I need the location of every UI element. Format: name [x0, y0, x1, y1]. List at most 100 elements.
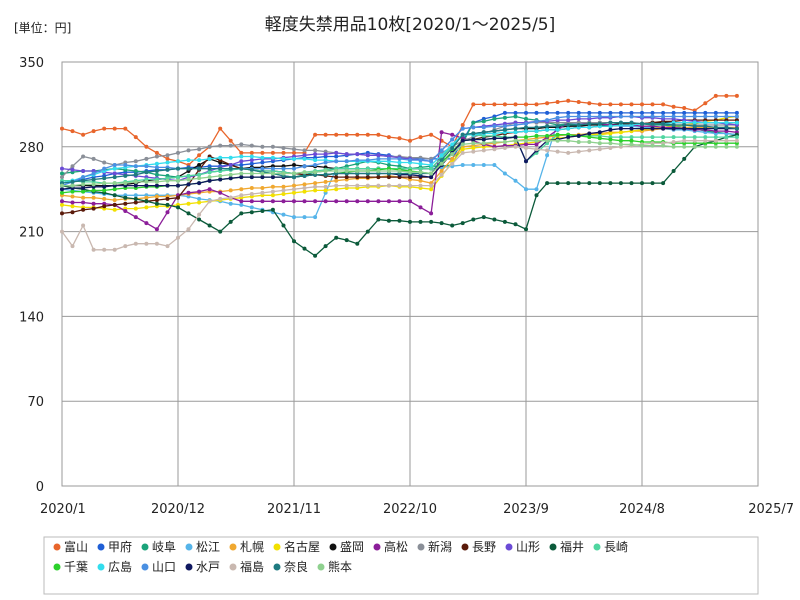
data-point: [692, 138, 697, 143]
data-point: [597, 181, 602, 186]
data-point: [524, 129, 528, 134]
legend-entry-label: 松江: [196, 540, 220, 554]
legend-marker: [185, 563, 193, 571]
data-point: [545, 148, 550, 153]
legend-marker: [97, 543, 105, 551]
data-point: [260, 199, 265, 204]
data-point: [418, 161, 423, 166]
data-point: [260, 150, 265, 155]
data-point: [144, 156, 149, 161]
legend-entry-label: 高松: [384, 539, 408, 554]
data-point: [334, 199, 339, 204]
data-point: [313, 158, 318, 163]
data-point: [587, 125, 592, 130]
legend-entry-label: 札幌: [240, 539, 264, 554]
data-point: [313, 199, 318, 204]
legend-entry-label: 名古屋: [284, 539, 320, 554]
data-point: [365, 183, 370, 188]
data-point: [502, 146, 507, 150]
data-point: [313, 170, 318, 175]
data-point: [218, 190, 223, 195]
data-point: [365, 169, 370, 173]
legend-entry-label: 盛岡: [340, 539, 364, 554]
data-point: [70, 183, 75, 188]
data-point: [334, 187, 339, 192]
data-point: [513, 110, 518, 115]
data-point: [555, 115, 560, 120]
data-point: [102, 247, 107, 252]
y-tick-label: 210: [19, 226, 44, 241]
data-point: [302, 199, 307, 204]
data-point: [460, 142, 465, 147]
data-point: [640, 181, 644, 186]
x-tick-label: 2024/8: [619, 502, 665, 517]
data-point: [682, 114, 687, 119]
data-point: [81, 178, 86, 183]
data-point: [713, 135, 718, 140]
data-point: [91, 129, 96, 134]
data-point: [692, 144, 697, 149]
data-point: [555, 132, 560, 137]
y-tick-label: 140: [19, 310, 44, 325]
data-point: [165, 244, 170, 249]
data-point: [112, 198, 117, 203]
data-point: [302, 164, 307, 169]
legend-marker: [317, 563, 325, 571]
data-point: [323, 169, 328, 173]
data-point: [249, 150, 254, 155]
data-point: [597, 121, 602, 126]
data-point: [81, 154, 86, 159]
data-point: [281, 212, 286, 217]
data-point: [281, 156, 286, 161]
data-point: [144, 205, 149, 210]
data-point: [334, 154, 339, 159]
data-point: [734, 120, 739, 125]
data-point: [724, 144, 729, 149]
data-point: [629, 126, 634, 131]
data-point: [133, 241, 138, 246]
data-point: [249, 186, 254, 190]
data-point: [471, 131, 476, 136]
data-point: [355, 158, 360, 163]
data-point: [302, 170, 307, 175]
data-point: [682, 106, 687, 110]
data-point: [133, 179, 138, 184]
data-point: [439, 221, 444, 226]
data-point: [408, 183, 412, 188]
data-point: [418, 158, 423, 163]
data-point: [524, 146, 528, 150]
data-point: [460, 123, 465, 127]
data-point: [492, 140, 497, 144]
data-point: [207, 199, 212, 204]
data-point: [408, 170, 412, 175]
data-point: [618, 110, 623, 115]
data-point: [713, 138, 718, 143]
data-point: [102, 166, 107, 171]
data-point: [724, 120, 729, 125]
legend-entry-label: 富山: [64, 539, 88, 554]
data-point: [471, 125, 476, 130]
data-point: [524, 159, 528, 164]
data-point: [545, 138, 550, 143]
data-point: [534, 102, 539, 107]
data-point: [355, 169, 360, 173]
legend-entry-label: 長崎: [604, 540, 628, 554]
data-point: [292, 147, 296, 152]
data-point: [70, 164, 75, 169]
data-point: [450, 161, 455, 166]
legend-marker: [141, 543, 149, 551]
data-point: [734, 93, 739, 98]
data-point: [534, 119, 539, 124]
data-point: [334, 150, 339, 155]
data-point: [313, 181, 318, 186]
data-point: [112, 166, 117, 171]
data-point: [344, 152, 349, 157]
data-point: [302, 173, 307, 178]
data-point: [270, 199, 275, 204]
legend-entry-label: 千葉: [64, 560, 88, 574]
data-point: [123, 163, 128, 167]
data-point: [534, 129, 539, 134]
data-point: [355, 175, 360, 180]
data-point: [481, 102, 486, 107]
data-point: [724, 110, 729, 115]
